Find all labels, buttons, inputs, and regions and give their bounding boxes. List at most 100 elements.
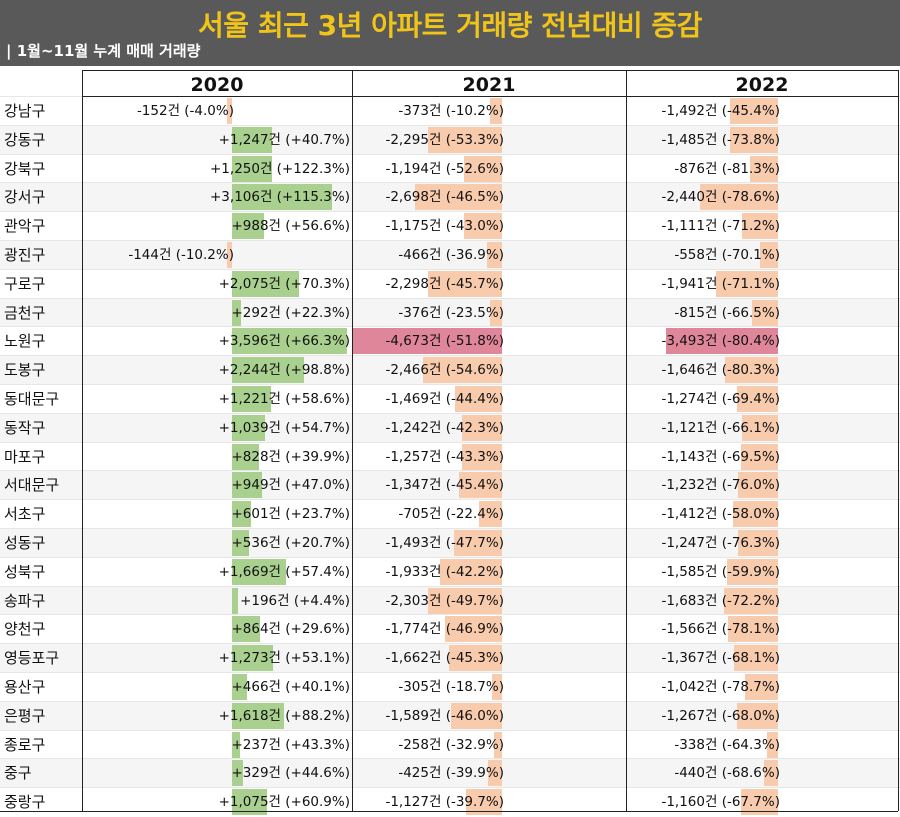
cell-2021: -2,295건 (-53.3%) <box>352 126 626 155</box>
row-divider <box>82 96 898 97</box>
value-label-2021: -2,466건 (-54.6%) <box>385 362 504 379</box>
value-label-2022: -1,042건 (-78.7%) <box>661 679 780 695</box>
district-name: 영등포구 <box>4 649 60 668</box>
district-name: 양천구 <box>4 620 46 639</box>
data-bar-2022 <box>723 587 778 614</box>
cell-2022: -815건 (-66.5%) <box>626 299 898 328</box>
cell-2022: -1,267건 (-68.0%) <box>626 702 898 731</box>
cell-2021: -1,493건 (-47.7%) <box>352 529 626 558</box>
table-row: 중랑구 +1,075건 (+60.9%) -1,127건 (-39.7%) -1,16… <box>0 787 900 817</box>
data-bar-2022 <box>749 155 778 182</box>
column-header-2022: 2022 <box>735 74 789 96</box>
data-bar-2022 <box>665 328 778 355</box>
data-bar-2020 <box>232 587 239 614</box>
cell-2022: -1,485건 (-73.8%) <box>626 126 898 155</box>
district-name: 동대문구 <box>4 390 60 408</box>
column-divider <box>82 70 83 811</box>
cell-2021: -1,933건 (-42.2%) <box>352 558 626 587</box>
district-name: 용산구 <box>4 678 46 696</box>
value-label-2020: +1,039건 (+54.7%) <box>218 419 350 436</box>
value-label-2020: +828건 (+39.9%) <box>231 448 350 465</box>
table-row: 강서구 +3,106건 (+115.3%) -2,698건 (-46.5%) -2,4… <box>0 182 900 213</box>
district-name: 도봉구 <box>4 361 46 380</box>
value-label-2020: +1,075건 (+60.9%) <box>218 794 350 811</box>
data-bar-2021 <box>479 501 502 528</box>
cell-2022: -1,143건 (-69.5%) <box>626 443 898 472</box>
row-divider <box>0 811 898 812</box>
cell-2021: -1,175건 (-43.0%) <box>352 212 626 241</box>
cell-2022: -1,492건 (-45.4%) <box>626 97 898 126</box>
data-bar-2021 <box>488 760 502 787</box>
table-row: 금천구 +292건 (+22.3%) -376건 (-23.5%) -815건 (-6… <box>0 297 900 328</box>
table-row: 동대문구 +1,221건 (+58.6%) -1,469건 (-44.4%) -1,2… <box>0 384 900 414</box>
value-label-2022: -1,492건 (-45.4%) <box>661 103 780 119</box>
value-label-2021: -305건 (-18.7%) <box>398 679 504 695</box>
cell-2021: -425건 (-39.9%) <box>352 759 626 788</box>
row-divider <box>82 70 898 71</box>
value-label-2020: +3,596건 (+66.3%) <box>218 333 350 350</box>
cell-2022: -1,111건 (-71.2%) <box>626 212 898 241</box>
data-bar-2022 <box>751 299 778 326</box>
title-banner: 서울 최근 3년 아파트 거래량 전년대비 증감 | 1월~11월 누계 매매 … <box>0 0 900 66</box>
data-bar-2020 <box>232 645 273 672</box>
cell-2021: -2,698건 (-46.5%) <box>352 183 626 212</box>
data-bar-2022 <box>742 414 778 441</box>
value-label-2021: -2,295건 (-53.3%) <box>385 131 504 148</box>
data-bar-2021 <box>428 270 502 297</box>
cell-2021: -705건 (-22.4%) <box>352 500 626 529</box>
data-bar-2021 <box>463 155 502 182</box>
cell-2020: +1,221건 (+58.6%) <box>82 385 352 414</box>
cell-2021: -1,194건 (-52.6%) <box>352 155 626 184</box>
district-name: 강북구 <box>4 159 46 178</box>
value-label-2021: -373건 (-10.2%) <box>398 103 504 119</box>
data-bar-2022 <box>767 731 778 758</box>
cell-2021: -1,589건 (-46.0%) <box>352 702 626 731</box>
cell-2022: -876건 (-81.3%) <box>626 155 898 184</box>
value-label-2020: +1,618건 (+88.2%) <box>218 707 350 724</box>
cell-2022: -338건 (-64.3%) <box>626 731 898 760</box>
cell-2021: -258건 (-32.9%) <box>352 731 626 760</box>
data-bar-2020 <box>232 616 260 643</box>
data-bar-2021 <box>352 328 502 355</box>
table-row: 강남구 -152건 (-4.0%) -373건 (-10.2%) -1,492건 (-… <box>0 96 900 126</box>
value-label-2022: -1,683건 (-72.2%) <box>661 592 780 609</box>
table-row: 중구 +329건 (+44.6%) -425건 (-39.9%) -440건 (-68… <box>0 758 900 789</box>
table-row: 동작구 +1,039건 (+54.7%) -1,242건 (-42.3%) -1,12… <box>0 412 900 443</box>
data-bar-2020 <box>232 184 332 211</box>
cell-2020: +3,106건 (+115.3%) <box>82 183 352 212</box>
cell-2022: -1,121건 (-66.1%) <box>626 414 898 443</box>
table-row: 구로구 +2,075건 (+70.3%) -2,298건 (-45.7%) -1,94… <box>0 268 900 299</box>
cell-2022: -1,160건 (-67.7%) <box>626 788 898 817</box>
value-label-2021: -1,469건 (-44.4%) <box>385 391 504 407</box>
cell-2022: -2,440건 (-78.6%) <box>626 183 898 212</box>
cell-2020: -152건 (-4.0%) <box>82 97 352 126</box>
district-name: 강남구 <box>4 102 46 120</box>
district-name: 중구 <box>4 764 32 783</box>
data-bar-2021 <box>492 674 502 700</box>
cell-2021: -1,662건 (-45.3%) <box>352 644 626 673</box>
value-label-2021: -1,589건 (-46.0%) <box>385 707 504 724</box>
cell-2020: +1,247건 (+40.7%) <box>82 126 352 155</box>
data-bar-2020 <box>232 270 299 297</box>
cell-2020: +988건 (+56.6%) <box>82 212 352 241</box>
value-label-2021: -1,127건 (-39.7%) <box>385 794 504 811</box>
data-bar-2021 <box>422 357 502 384</box>
data-bar-2021 <box>445 616 502 643</box>
value-label-2020: +536건 (+20.7%) <box>231 535 350 551</box>
data-bar-2022 <box>741 443 778 470</box>
value-label-2022: -1,412건 (-58.0%) <box>661 506 780 523</box>
column-header-2021: 2021 <box>462 74 516 96</box>
data-bar-2020 <box>232 357 305 384</box>
value-label-2021: -258건 (-32.9%) <box>398 736 504 753</box>
district-name: 성북구 <box>4 562 46 581</box>
cell-2021: -2,298건 (-45.7%) <box>352 270 626 299</box>
data-bar-2021 <box>454 386 502 412</box>
cell-2022: -1,247건 (-76.3%) <box>626 529 898 558</box>
cell-2021: -1,469건 (-44.4%) <box>352 385 626 414</box>
value-label-2021: -1,175건 (-43.0%) <box>385 218 504 235</box>
cell-2022: -1,585건 (-59.9%) <box>626 558 898 587</box>
district-name: 종로구 <box>4 735 46 754</box>
cell-2020: +3,596건 (+66.3%) <box>82 327 352 356</box>
value-label-2022: -1,566건 (-78.1%) <box>661 621 780 638</box>
cell-2021: -466건 (-36.9%) <box>352 241 626 270</box>
